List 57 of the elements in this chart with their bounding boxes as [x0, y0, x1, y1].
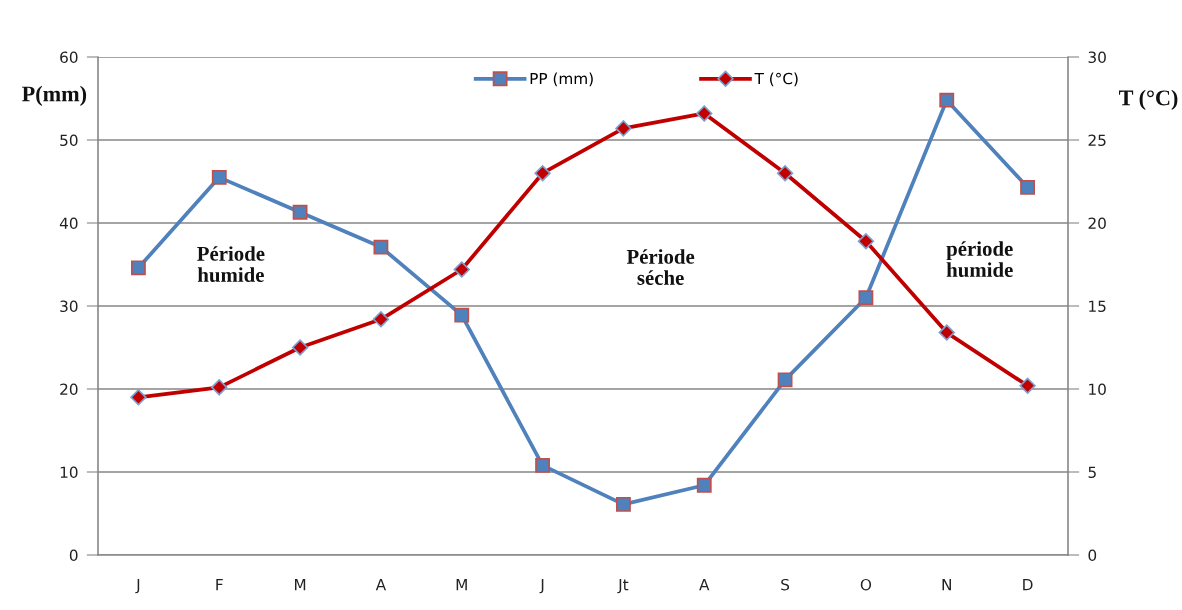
point — [535, 457, 551, 473]
x-tick-label: Jt — [617, 579, 629, 594]
point — [211, 379, 228, 396]
point — [130, 389, 147, 406]
x-tick-label: F — [216, 579, 223, 591]
point — [857, 233, 875, 250]
point — [696, 105, 713, 122]
point — [211, 169, 227, 185]
point — [453, 261, 470, 278]
y2-tick-label: 0 — [1088, 549, 1097, 562]
y-tick-label: 0 — [69, 549, 78, 562]
point — [534, 164, 551, 182]
point — [454, 307, 470, 323]
y-tick-label: 10 — [60, 466, 78, 479]
y2-tick-label: 30 — [1088, 51, 1106, 64]
x-tick-label: A — [699, 579, 710, 591]
x-tick-label: J — [135, 579, 140, 594]
y-tick-label: 50 — [60, 134, 78, 147]
y2-tick-label: 5 — [1088, 466, 1096, 479]
annotation: Période humide — [197, 246, 265, 282]
point — [291, 339, 309, 356]
x-tick-label: D — [1023, 579, 1033, 591]
point — [373, 239, 389, 255]
legend-label: T (°C) — [754, 72, 798, 87]
y2-tick-label: 15 — [1089, 300, 1106, 313]
point — [776, 164, 794, 182]
point — [1020, 179, 1036, 195]
point — [1019, 377, 1036, 394]
y2-tick-label: 10 — [1089, 383, 1106, 396]
x-tick-label: M — [294, 579, 306, 591]
annotation: Période séche — [626, 249, 695, 285]
point — [372, 311, 390, 328]
point — [615, 496, 631, 512]
x-tick-label: O — [860, 578, 872, 591]
point — [130, 260, 146, 276]
y2-axis-title: T (°C) — [1119, 89, 1178, 110]
point — [696, 477, 712, 493]
legend-label: PP (mm) — [530, 72, 593, 87]
point — [938, 324, 955, 341]
y-tick-label: 60 — [60, 51, 78, 64]
y-tick-label: 40 — [59, 217, 78, 230]
annotation: période humide — [946, 241, 1013, 277]
point — [292, 204, 308, 220]
point — [858, 290, 874, 306]
x-tick-label: S — [781, 578, 790, 591]
x-tick-label: N — [942, 579, 951, 591]
y-axis-title: P(mm) — [22, 85, 87, 106]
y2-tick-label: 20 — [1088, 217, 1106, 230]
x-tick-label: M — [456, 579, 467, 591]
x-tick-label: A — [375, 579, 387, 591]
y-tick-label: 30 — [60, 300, 78, 313]
point — [777, 372, 793, 388]
point — [939, 92, 955, 108]
y2-tick-label: 25 — [1088, 134, 1106, 147]
y-tick-label: 20 — [60, 383, 78, 396]
point — [615, 120, 632, 137]
x-tick-label: J — [539, 579, 544, 594]
